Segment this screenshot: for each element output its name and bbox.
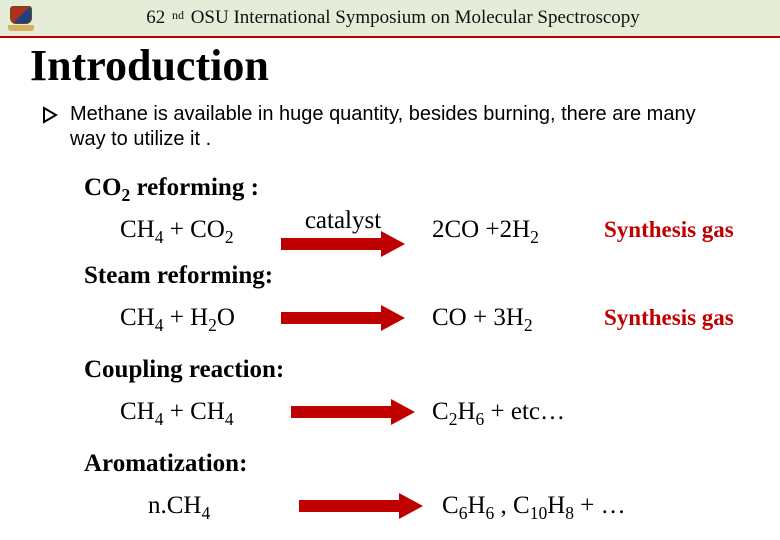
co2-psub: 2 xyxy=(530,227,539,247)
reaction-arrow-icon xyxy=(299,497,423,515)
co2-arrow-col: catalyst xyxy=(268,208,418,253)
steam-reforming-heading: Steam reforming: xyxy=(84,262,748,290)
co2-head-sub: 2 xyxy=(122,185,131,205)
slide-page: 62 nd OSU International Symposium on Mol… xyxy=(0,0,780,540)
aro-pd-sub: 8 xyxy=(565,503,574,523)
steam-psub: 2 xyxy=(524,315,533,335)
aroma-reactants: n.CH4 xyxy=(148,492,294,520)
aromatization-row: n.CH4 C6H6 , C10H8 + … xyxy=(88,482,748,530)
co2-reforming-row: CH4 + CO2 catalyst 2CO +2H2 Synthesis ga… xyxy=(88,206,748,254)
coupling-arrow-col xyxy=(288,403,418,421)
header-title-pre: 62 xyxy=(146,7,165,28)
triangle-bullet-icon xyxy=(42,106,60,124)
university-crest-icon xyxy=(6,1,36,35)
co2-head-pre: CO xyxy=(84,174,122,201)
header-bar: 62 nd OSU International Symposium on Mol… xyxy=(0,0,780,36)
co2-head-post: reforming : xyxy=(130,174,259,201)
aro-pc: C xyxy=(513,492,530,519)
coupling-products: C2H6 + etc… xyxy=(418,398,678,426)
co2-rmid: + CO xyxy=(163,216,224,243)
steam-ptext: CO + 3H xyxy=(432,304,524,331)
reaction-arrow-icon xyxy=(291,403,415,421)
header-title-rest: OSU International Symposium on Molecular… xyxy=(186,7,640,28)
coupling-row: CH4 + CH4 C2H6 + etc… xyxy=(88,388,748,436)
cpl-pa: C xyxy=(432,398,449,425)
bullet-item: Methane is available in huge quantity, b… xyxy=(42,102,710,152)
steam-rb-sub: 2 xyxy=(208,315,217,335)
co2-reforming-heading: CO2 reforming : xyxy=(84,174,748,202)
steam-arrow-col xyxy=(268,309,418,327)
catalyst-label: catalyst xyxy=(305,208,381,233)
aromatization-heading: Aromatization: xyxy=(84,450,748,478)
aro-rpre: n.CH xyxy=(148,492,201,519)
bullet-text: Methane is available in huge quantity, b… xyxy=(70,102,710,152)
crest-ribbon xyxy=(8,25,34,31)
header-underline xyxy=(0,36,780,38)
coupling-heading: Coupling reaction: xyxy=(84,356,748,384)
aro-pa: C xyxy=(442,492,459,519)
steam-reforming-row: CH4 + H2O CO + 3H2 Synthesis gas xyxy=(88,294,748,342)
steam-reactants: CH4 + H2O xyxy=(88,304,268,332)
aro-pb: H xyxy=(467,492,485,519)
co2-rb-sub: 2 xyxy=(225,227,234,247)
co2-ra: CH xyxy=(120,216,155,243)
aro-rsub: 4 xyxy=(201,503,210,523)
co2-reactants: CH4 + CO2 xyxy=(88,216,268,244)
cpl-pb: H xyxy=(457,398,475,425)
steam-note: Synthesis gas xyxy=(598,305,748,331)
steam-ra: CH xyxy=(120,304,155,331)
steam-rmid: + H xyxy=(163,304,208,331)
reactions-area: CO2 reforming : CH4 + CO2 catalyst 2CO +… xyxy=(88,168,748,530)
header-title-sup: nd xyxy=(172,8,184,22)
co2-ptext: 2CO +2H xyxy=(432,216,530,243)
steam-products: CO + 3H2 xyxy=(418,304,598,332)
reaction-arrow-icon xyxy=(281,309,405,327)
co2-note: Synthesis gas xyxy=(598,217,748,243)
coupling-reactants: CH4 + CH4 xyxy=(88,398,288,426)
aro-pb-sub: 6 xyxy=(486,503,495,523)
page-title: Introduction xyxy=(30,40,269,91)
crest-shield xyxy=(10,6,32,24)
cpl-rmid: + CH xyxy=(163,398,224,425)
header-title: 62 nd OSU International Symposium on Mol… xyxy=(36,7,780,29)
aroma-arrow-col xyxy=(294,497,428,515)
aro-pc-sub: 10 xyxy=(530,503,548,523)
steam-rpost: O xyxy=(217,304,235,331)
cpl-rb-sub: 4 xyxy=(225,409,234,429)
reaction-arrow-icon xyxy=(281,235,405,253)
cpl-pb-sub: 6 xyxy=(476,409,485,429)
aroma-products: C6H6 , C10H8 + … xyxy=(428,492,728,520)
aro-sep: , xyxy=(494,492,513,519)
co2-products: 2CO +2H2 xyxy=(418,216,598,244)
cpl-ra: CH xyxy=(120,398,155,425)
aro-pd: H xyxy=(547,492,565,519)
cpl-ppost: + etc… xyxy=(484,398,565,425)
aro-ppost: + … xyxy=(574,492,626,519)
